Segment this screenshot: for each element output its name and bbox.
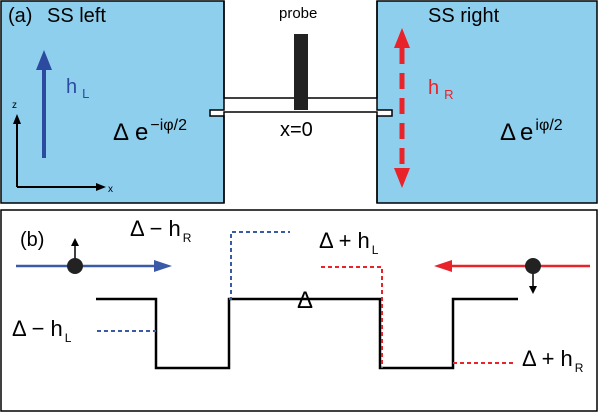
panel-b-label: (b) [20,229,44,251]
position-label: x=0 [280,119,313,141]
right-title: SS right [428,5,500,27]
red-level-upper [321,266,383,368]
left-superconductor [0,0,225,204]
probe-tip [294,34,308,110]
electron-dot [67,258,83,274]
axis-x-label: x [108,184,113,195]
axes-indicator: z x [12,100,113,195]
axis-z-label: z [12,100,17,111]
electron-dot [525,258,541,274]
panel-b-frame [0,209,598,412]
right-electron [434,258,590,294]
right-superconductor [376,0,598,204]
red-arrow-head [434,260,452,272]
blue-arrow-head [154,260,172,272]
left-electron [16,238,172,274]
gap-profile [96,297,518,370]
delta-center-label: Δ [297,287,313,314]
blue-level-upper [229,231,290,300]
panel-a-label: (a) [8,5,32,27]
left-title: SS left [47,5,106,27]
probe-label: probe [279,5,317,22]
